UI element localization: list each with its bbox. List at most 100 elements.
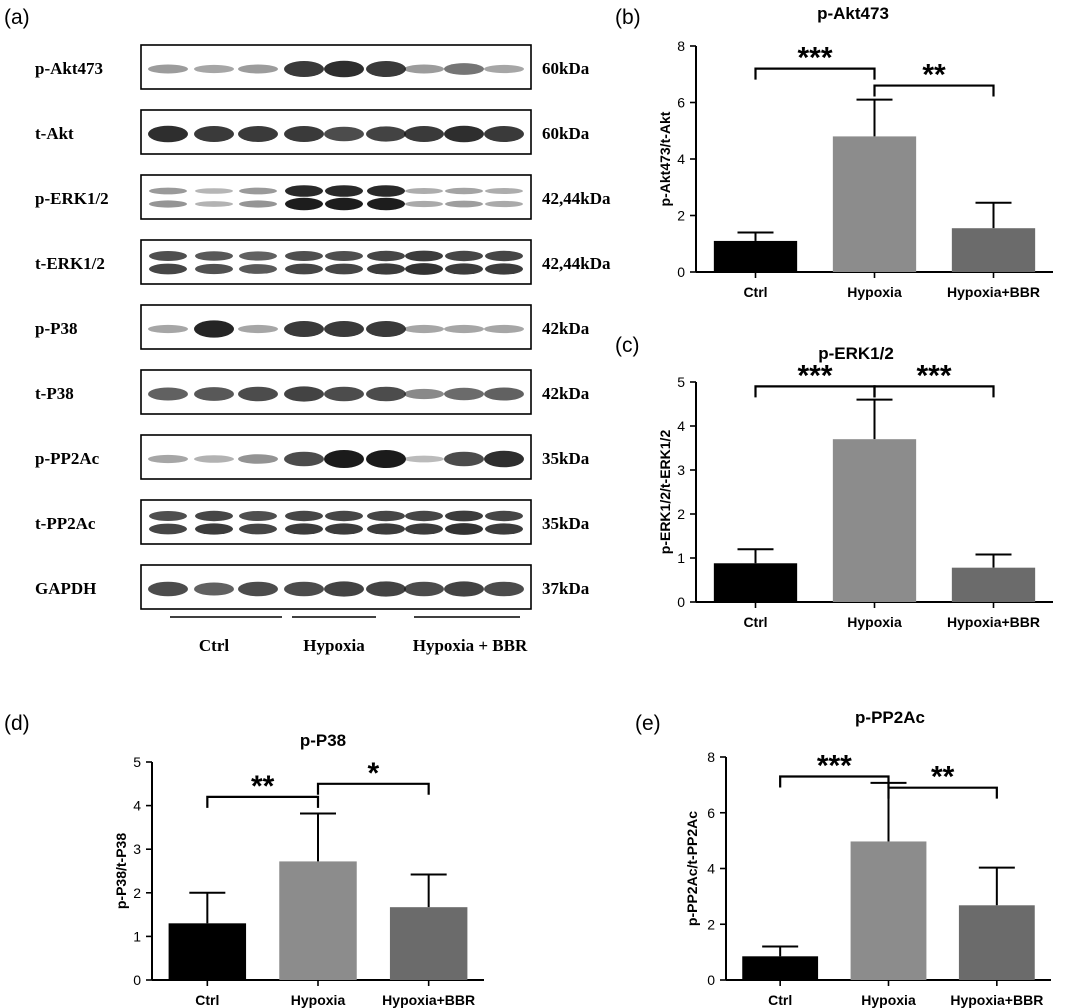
- blot-band: [238, 324, 278, 334]
- blot-band: [484, 64, 524, 74]
- blot-band: [367, 510, 405, 522]
- significance-bracket: [754, 67, 876, 80]
- blot-row-p-erk1-2: p-ERK1/2 42,44kDa: [35, 174, 611, 220]
- y-tick-label: 2: [677, 208, 685, 224]
- y-tick-label: 6: [677, 95, 685, 111]
- blot-band: [485, 523, 523, 535]
- blot-band: [484, 450, 524, 468]
- group-label: Hypoxia: [303, 636, 365, 655]
- blot-band: [366, 126, 406, 142]
- blot-band: [195, 263, 233, 275]
- y-tick-label: 0: [677, 594, 685, 610]
- bar-hypoxia: [279, 861, 357, 980]
- blot-band: [366, 386, 406, 402]
- blot-row-size: 42,44kDa: [542, 189, 611, 208]
- x-tick-label: Hypoxia+BBR: [947, 284, 1040, 300]
- blot-row-label: t-P38: [35, 384, 74, 403]
- blot-row-label: p-PP2Ac: [35, 449, 100, 468]
- blot-band: [149, 187, 187, 195]
- chart-p-p38: (d) p-P38 p-P38/t-P38 0 1 2 3 4 5 Ctrl Hypoxia Hypo…: [4, 712, 484, 1008]
- blot-row-p-p38: p-P38 42kDa: [35, 304, 590, 350]
- blot-band: [149, 263, 187, 275]
- blot-band: [404, 455, 444, 463]
- blot-band: [238, 126, 278, 142]
- x-tick-label: Ctrl: [743, 614, 767, 630]
- y-tick-label: 0: [677, 264, 685, 280]
- significance-stars: ***: [916, 359, 951, 392]
- blot-band: [284, 126, 324, 142]
- blot-row-size: 60kDa: [542, 124, 590, 143]
- bar-hypoxia: [832, 439, 917, 602]
- blot-band: [366, 450, 406, 468]
- blot-band: [239, 511, 277, 521]
- blot-band: [148, 454, 188, 464]
- blot-band: [445, 187, 483, 195]
- x-tick-label: Hypoxia: [861, 992, 916, 1008]
- y-tick-label: 2: [707, 916, 715, 932]
- blot-band: [405, 200, 443, 208]
- blot-band: [324, 126, 364, 142]
- y-axis-label: p-Akt473/t-Akt: [657, 111, 673, 206]
- bar-ctrl: [168, 923, 247, 980]
- chart-p-erk1-2: (c) p-ERK1/2 p-ERK1/2/t-ERK1/2 0 1 2 3 4 5 Ctrl Hy…: [615, 334, 1053, 630]
- blot-membrane: [140, 174, 532, 220]
- blot-band: [284, 386, 324, 402]
- blot-row-size: 60kDa: [542, 59, 590, 78]
- blot-row-gapdh: GAPDH 37kDa: [35, 564, 590, 610]
- blot-row-t-pp2ac: t-PP2Ac 35kDa: [35, 499, 590, 545]
- bar-ctrl: [713, 563, 798, 602]
- blot-row-size: 35kDa: [542, 514, 590, 533]
- chart-title: p-PP2Ac: [855, 708, 925, 727]
- blot-membrane: [140, 239, 532, 285]
- blot-band: [484, 324, 524, 334]
- y-tick-label: 4: [677, 418, 685, 434]
- chart-title: p-P38: [300, 731, 346, 750]
- blot-band: [324, 581, 364, 597]
- blot-band: [239, 251, 277, 261]
- bar-hypoxia: [850, 841, 927, 980]
- blot-band: [404, 324, 444, 334]
- chart-title: p-Akt473: [817, 4, 889, 23]
- blot-band: [445, 510, 483, 522]
- blot-band: [484, 581, 524, 597]
- blot-band: [148, 581, 188, 597]
- blot-band: [366, 581, 406, 597]
- x-tick-label: Ctrl: [743, 284, 767, 300]
- blot-band: [238, 386, 278, 402]
- bar-charts: (b) p-Akt473 p-Akt473/t-Akt 0 2 4 6 8 Ctrl Hypoxi…: [4, 4, 1053, 1008]
- y-tick-label: 1: [677, 550, 685, 566]
- blot-band: [444, 324, 484, 334]
- blot-row-label: t-ERK1/2: [35, 254, 105, 273]
- blot-band: [325, 510, 363, 522]
- blot-band: [149, 511, 187, 521]
- blot-band: [285, 197, 323, 211]
- blot-band: [405, 250, 443, 262]
- blot-row-label: t-PP2Ac: [35, 514, 96, 533]
- blot-row-size: 35kDa: [542, 449, 590, 468]
- blot-band: [404, 126, 444, 142]
- x-tick-label: Hypoxia: [847, 614, 902, 630]
- group-label: Ctrl: [199, 636, 229, 655]
- blot-band: [367, 250, 405, 262]
- significance-stars: ***: [797, 359, 832, 392]
- y-tick-label: 4: [133, 798, 141, 814]
- y-tick-label: 2: [677, 506, 685, 522]
- blot-band: [325, 523, 363, 535]
- significance-stars: **: [251, 770, 275, 803]
- bar-ctrl: [713, 240, 798, 272]
- panel-letter: (b): [615, 6, 641, 29]
- blot-band: [445, 263, 483, 275]
- blot-band: [285, 510, 323, 522]
- y-tick-label: 6: [707, 805, 715, 821]
- y-tick-label: 5: [677, 374, 685, 390]
- blot-band: [284, 321, 324, 337]
- significance-stars: *: [367, 757, 379, 790]
- bar-ctrl: [742, 956, 819, 980]
- blot-band: [367, 523, 405, 535]
- blot-band: [149, 523, 187, 535]
- blot-band: [485, 200, 523, 208]
- blot-band: [485, 510, 523, 522]
- blot-band: [239, 264, 277, 274]
- blot-band: [239, 523, 277, 535]
- blot-band: [324, 321, 364, 337]
